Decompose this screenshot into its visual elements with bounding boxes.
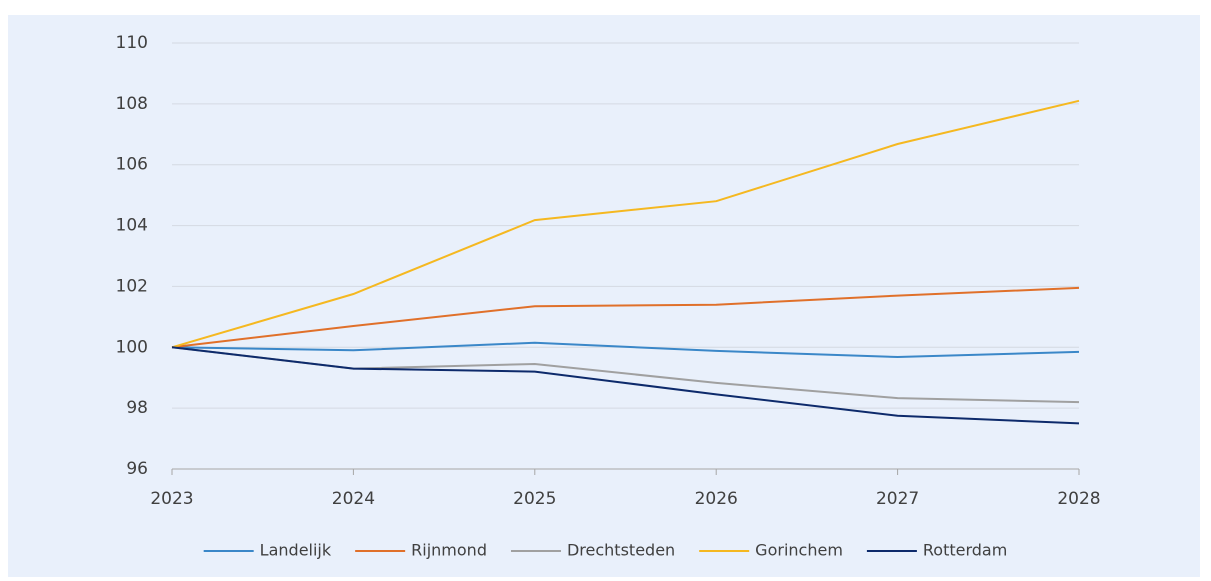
legend-item: Gorinchem [699, 541, 843, 560]
series-line [171, 346, 1080, 425]
legend-label: Drechtsteden [567, 541, 675, 560]
legend-item: Landelijk [203, 541, 332, 560]
legend: Landelijk Rijnmond Drechtsteden Gorinchem Ro… [203, 541, 1007, 560]
x-tick-label: 2028 [1057, 489, 1100, 509]
x-tick-label: 2025 [513, 489, 556, 509]
legend-label: Landelijk [260, 541, 332, 560]
x-tick-label: 2024 [332, 489, 375, 509]
legend-label: Gorinchem [755, 541, 843, 560]
x-tick-label: 2027 [876, 489, 919, 509]
legend-item: Rijnmond [355, 541, 487, 560]
y-tick-label: 108 [116, 94, 148, 114]
series-line [171, 99, 1080, 349]
series-line [171, 341, 1080, 359]
legend-label: Rotterdam [923, 541, 1007, 560]
y-tick-label: 100 [116, 337, 148, 357]
y-tick-label: 98 [126, 398, 148, 418]
x-tick-label: 2023 [150, 489, 193, 509]
legend-label: Rijnmond [411, 541, 487, 560]
legend-item: Drechtsteden [510, 541, 675, 560]
y-tick-label: 106 [116, 155, 148, 175]
x-tick-label: 2026 [695, 489, 738, 509]
series-line [171, 286, 1080, 349]
y-tick-label: 102 [116, 276, 148, 296]
y-tick-label: 104 [116, 216, 148, 236]
y-tick-label: 96 [126, 459, 148, 479]
y-tick-label: 110 [116, 33, 148, 53]
legend-item: Rotterdam [866, 541, 1007, 560]
chart-background [8, 15, 1200, 577]
